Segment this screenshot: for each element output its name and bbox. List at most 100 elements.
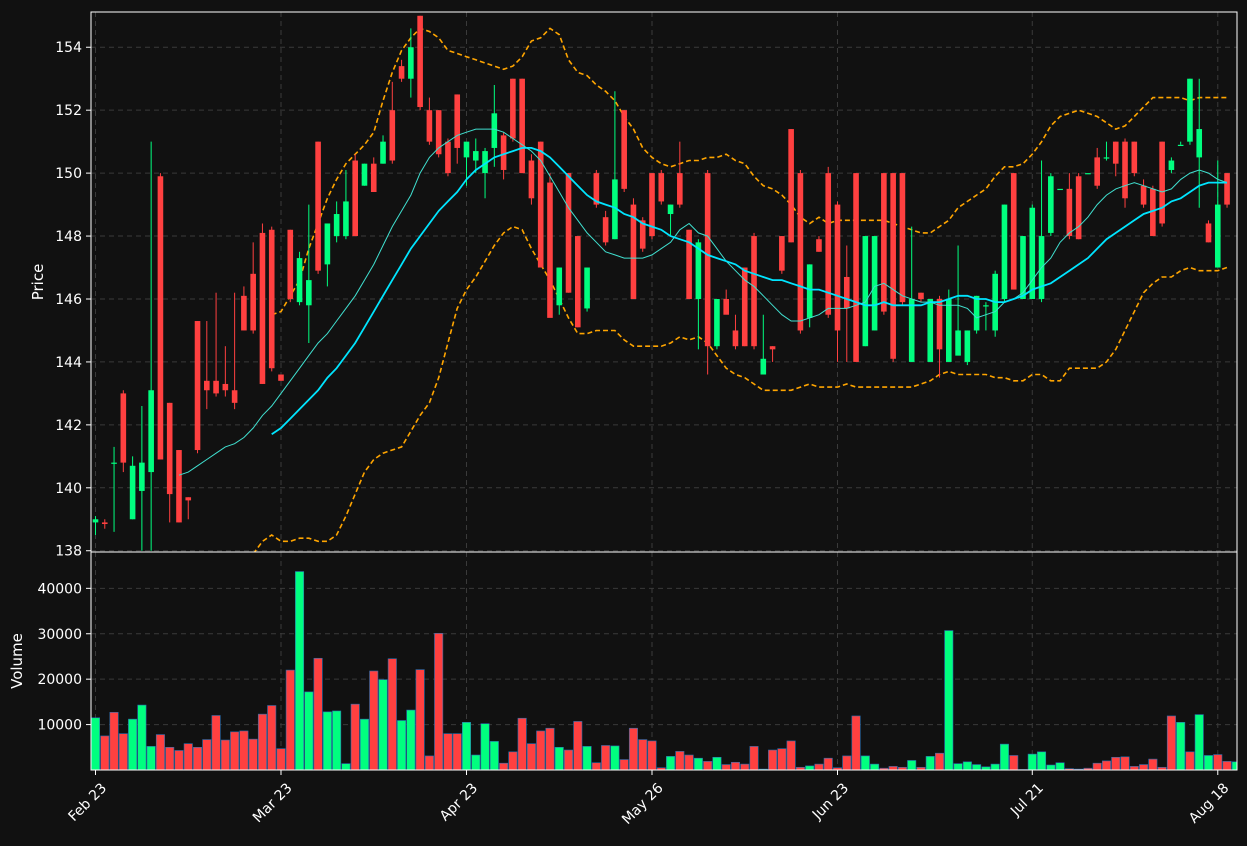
volume-bar — [935, 752, 945, 770]
candle — [380, 135, 386, 164]
candle-body — [389, 110, 396, 161]
candle-body — [398, 66, 405, 79]
candle — [1131, 141, 1138, 177]
candle-body — [361, 163, 368, 186]
volume-bar — [499, 762, 509, 770]
volume-bar — [860, 755, 870, 770]
candle — [333, 201, 340, 243]
candle-body — [704, 173, 711, 347]
volume-bar — [870, 763, 880, 770]
candle-body — [306, 280, 312, 306]
volume-bar — [424, 755, 434, 770]
candle-body — [324, 223, 331, 265]
candle-body — [649, 173, 655, 237]
candle — [101, 519, 108, 529]
candle-body — [111, 462, 117, 464]
candle-body — [1112, 141, 1119, 164]
volume-bar — [1157, 766, 1167, 770]
volume-bar — [842, 755, 852, 770]
candle-body — [677, 173, 683, 205]
volume-bar — [183, 743, 193, 770]
candle — [352, 154, 358, 237]
candle — [899, 173, 906, 306]
candle — [556, 267, 563, 315]
candle-body — [1122, 141, 1128, 199]
volume-bar — [619, 759, 629, 770]
candle-body — [1205, 223, 1212, 243]
volume-bar — [1139, 764, 1149, 770]
candle-body — [769, 346, 776, 350]
candle-body — [983, 305, 989, 307]
volume-bar — [480, 723, 490, 770]
price-y-ticks: 138 140 142 144 146 148 150 152 154 — [55, 40, 91, 560]
candle — [760, 314, 767, 375]
volume-bar — [907, 760, 917, 770]
candle — [825, 166, 832, 318]
candle-body — [1057, 188, 1063, 191]
candle — [157, 173, 164, 460]
candle-body — [621, 110, 627, 189]
sma-fast-line — [178, 128, 1228, 476]
volume-bar — [220, 739, 230, 770]
candle-body — [231, 390, 238, 403]
volume-bar — [628, 727, 638, 770]
candle — [472, 138, 479, 174]
candle — [519, 78, 525, 174]
candle — [881, 173, 887, 315]
volume-bar — [879, 767, 889, 770]
candle — [946, 289, 952, 362]
candle-body — [760, 358, 767, 375]
volume-bars — [91, 571, 1237, 770]
volume-bar — [211, 715, 221, 770]
candle-body — [1020, 236, 1026, 299]
volume-tick-label: 20000 — [37, 672, 82, 688]
candle-body — [658, 173, 665, 202]
volume-bar — [888, 766, 898, 770]
volume-bar — [397, 720, 407, 770]
candle — [204, 321, 210, 410]
candle — [630, 198, 637, 299]
volume-bar — [267, 705, 277, 770]
volume-bar — [1027, 753, 1037, 770]
candle-body — [1075, 176, 1082, 240]
candle — [602, 210, 609, 246]
price-tick-label: 154 — [55, 40, 82, 56]
candle — [621, 110, 627, 192]
candle-body — [686, 229, 692, 299]
candle — [1205, 220, 1212, 243]
candle-body — [1187, 78, 1193, 142]
sma-slow-line — [271, 147, 1227, 436]
price-panel: 138 140 142 144 146 148 150 152 154 Price — [29, 11, 1238, 560]
volume-tick-label: 10000 — [37, 718, 82, 734]
volume-bar — [916, 766, 926, 770]
candle — [908, 226, 915, 362]
volume-bar — [638, 739, 648, 770]
volume-bar — [823, 757, 833, 770]
volume-bar — [369, 670, 379, 770]
candle — [111, 446, 117, 532]
candle-body — [278, 374, 284, 381]
candle-body — [834, 204, 841, 331]
volume-bar — [193, 746, 203, 770]
candle-body — [370, 163, 377, 192]
candle — [528, 154, 535, 205]
candle-body — [101, 522, 108, 524]
candle — [677, 141, 683, 208]
candle — [1187, 78, 1193, 145]
candle-body — [695, 242, 702, 299]
candle — [1048, 173, 1054, 237]
candle — [139, 405, 145, 551]
candle — [955, 245, 961, 356]
price-tick-label: 144 — [55, 355, 82, 371]
candle-body — [250, 273, 256, 331]
price-tick-label: 152 — [55, 103, 82, 119]
candle — [667, 204, 674, 237]
candle — [575, 236, 581, 328]
volume-bar — [1204, 755, 1214, 770]
price-tick-label: 142 — [55, 418, 82, 434]
candle — [324, 223, 331, 287]
bollinger-lower-line — [253, 225, 1228, 552]
candle-body — [565, 173, 572, 293]
candle-body — [120, 393, 127, 463]
